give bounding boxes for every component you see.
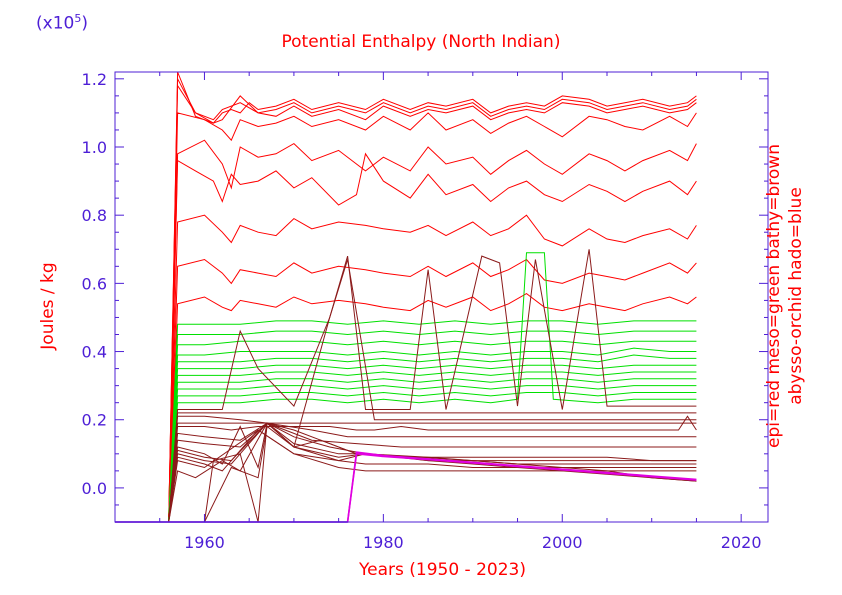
y-tick-label: 1.2: [82, 70, 107, 89]
x-tick-label: 1960: [184, 533, 225, 552]
y-tick-label: 0.0: [82, 479, 107, 498]
series-line-epi-3: [168, 83, 697, 523]
legend-line-1: epi=red meso=green bathy=brown: [764, 144, 784, 448]
axis-scale-label: (x105): [36, 12, 88, 34]
series-line-meso-7: [168, 371, 697, 523]
y-tick-label: 1.0: [82, 138, 107, 157]
series-line-meso-10: [168, 391, 697, 523]
x-axis: 1960 1980 2000 2020: [114, 72, 762, 552]
series-line-epi-4: [168, 112, 697, 523]
legend: epi=red meso=green bathy=brown abysso-or…: [763, 96, 807, 496]
series-line-bathy-14: [168, 425, 697, 523]
x-axis-label: Years (1950 - 2023): [359, 560, 526, 580]
series-line-epi-9: [168, 293, 697, 523]
y-axis-label: Joules / kg: [38, 262, 58, 350]
series-line-epi-2: [168, 78, 697, 523]
series-line-bathy-8: [168, 422, 697, 523]
series-line-bathy-15: [168, 422, 357, 523]
series-line-meso-4: [168, 347, 697, 523]
series-line-bathy-4: [168, 422, 697, 523]
series-line-bathy-5: [168, 415, 697, 523]
series-line-epi-1: [168, 71, 697, 523]
series-line-meso-2: [168, 330, 697, 523]
y-tick-label: 0.6: [82, 274, 107, 293]
x-tick-label: 1980: [363, 533, 404, 552]
y-tick-label: 0.4: [82, 343, 107, 362]
series-line-bathy-6: [168, 422, 697, 523]
series-line-meso-3: [168, 340, 697, 523]
y-tick-label: 0.2: [82, 411, 107, 430]
series-line-meso-9: [168, 385, 697, 523]
series-line-bathy-11: [168, 429, 697, 523]
series-line-abyss-1: [115, 451, 697, 523]
legend-line-2: abysso-orchid hado=blue: [786, 187, 806, 405]
series-line-epi-8: [168, 258, 697, 523]
series-line-meso-1: [168, 320, 697, 523]
x-tick-label: 2020: [721, 533, 762, 552]
axes-frame: [114, 71, 769, 523]
series-line-epi-5: [168, 139, 697, 523]
series-line-bathy-7: [168, 422, 697, 523]
series-line-abyss-2: [346, 452, 697, 523]
series-line-epi-6: [168, 152, 697, 523]
plot-area: [115, 71, 697, 523]
series-line-epi-7: [168, 214, 697, 523]
y-axis: 0.0 0.2 0.4 0.6 0.8 1.0 1.2: [82, 70, 768, 506]
x-tick-label: 2000: [542, 533, 583, 552]
chart-title: Potential Enthalpy (North Indian): [281, 32, 561, 52]
series-line-meso-8: [168, 378, 697, 523]
y-tick-label: 0.8: [82, 206, 107, 225]
series-line-meso-11: [168, 252, 697, 523]
series-line-meso-5: [168, 354, 697, 523]
series-line-bathy-2: [168, 412, 697, 523]
series-line-bathy-1: [168, 249, 697, 523]
series-line-bathy-3: [168, 259, 697, 523]
series-line-meso-6: [168, 364, 697, 523]
